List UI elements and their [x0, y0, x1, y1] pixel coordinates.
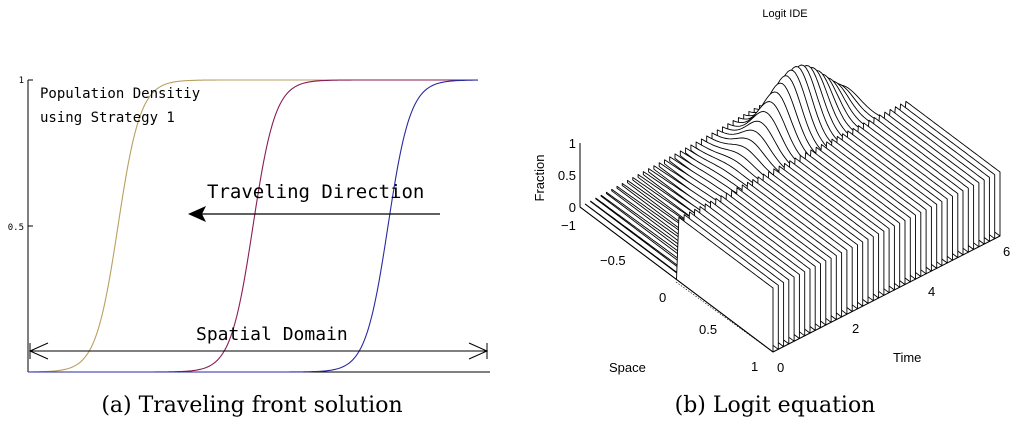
panel-b-z-tick-0: 0 — [569, 200, 576, 215]
panel-b-y-tick-2: 2 — [852, 321, 859, 336]
panel-a-direction-arrow-head — [188, 206, 206, 222]
panel-b-x-tick-neg0.5: −0.5 — [600, 253, 626, 268]
panel-a-tick-label-0.5: 0.5 — [8, 223, 24, 233]
panel-a-legend-line2: using Strategy 1 — [40, 110, 175, 126]
panel-a-domain-label: Spatial Domain — [196, 324, 348, 345]
panel-b-y-label: Time — [893, 350, 921, 365]
panel-b-z-tick-1: 1 — [569, 136, 576, 151]
panel-b: Logit IDE 1 0.5 0 Fraction −1 −0.5 0 0.5… — [532, 8, 1010, 418]
panel-b-x-tick-1: 1 — [751, 359, 758, 374]
panel-a-curves — [28, 79, 478, 373]
panel-b-x-label: Space — [609, 360, 646, 375]
panel-b-grid-diagonal — [675, 281, 774, 353]
panel-b-time-axis — [772, 235, 1001, 353]
panel-b-z-tick-0.5: 0.5 — [558, 168, 576, 183]
panel-b-x-tick-0: 0 — [659, 290, 666, 305]
panel-b-y-tick-0: 0 — [777, 360, 784, 375]
panel-b-caption: (b) Logit equation — [675, 393, 876, 418]
panel-a-legend-line1: Population Densitiy — [40, 86, 200, 102]
panel-b-x-tick-neg1: −1 — [561, 218, 576, 233]
panel-a: 1 0.5 Population Densitiy using Strategy… — [8, 76, 490, 418]
panel-b-surface — [579, 64, 1001, 353]
panel-b-z-label: Fraction — [532, 155, 547, 202]
panel-a-curve-3 — [28, 79, 478, 373]
panel-a-tick-label-1: 1 — [19, 76, 24, 86]
panel-b-space-axis — [579, 206, 774, 353]
panel-b-title: Logit IDE — [762, 8, 807, 20]
panel-b-y-tick-6: 6 — [1003, 244, 1010, 259]
panel-b-y-tick-4: 4 — [928, 284, 935, 299]
panel-a-direction-label: Traveling Direction — [207, 181, 424, 203]
panel-b-x-tick-0.5: 0.5 — [699, 322, 717, 337]
panel-a-caption: (a) Traveling front solution — [101, 393, 402, 418]
